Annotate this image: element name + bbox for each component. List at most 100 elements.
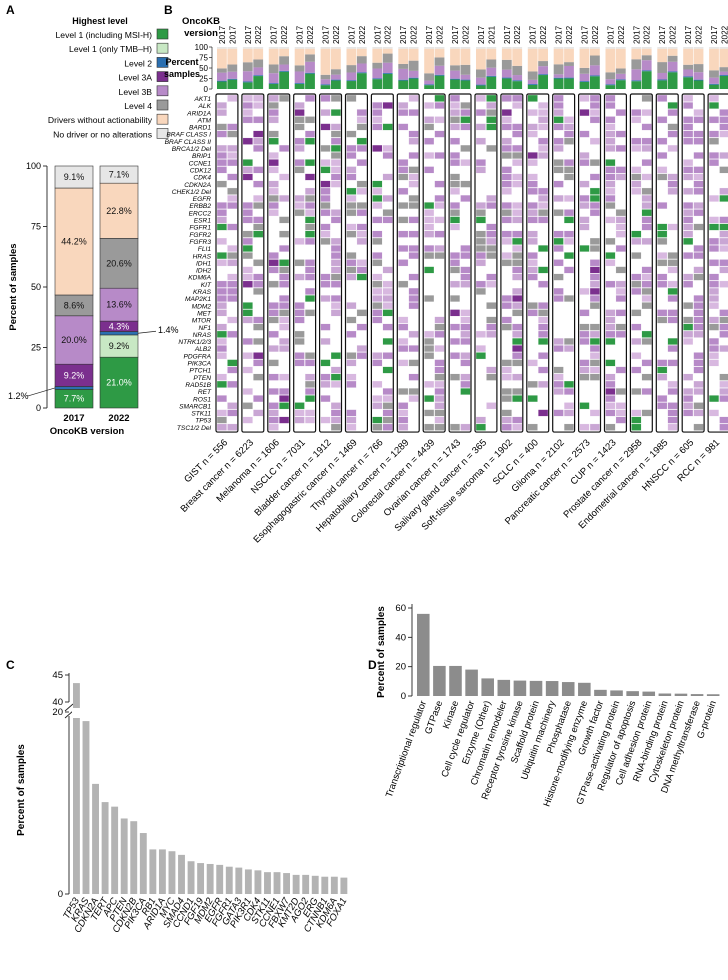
heatmap-cell [356, 259, 367, 267]
heatmap-cell [641, 323, 652, 331]
heatmap-cell [501, 387, 512, 395]
heatmap-cell [398, 366, 409, 374]
top-bar-segment [268, 48, 279, 65]
heatmap-cell [605, 223, 616, 231]
heatmap-cell [242, 380, 253, 388]
heatmap-cell [615, 395, 626, 403]
heatmap-cell [693, 194, 704, 202]
heatmap-cell [657, 173, 668, 181]
top-bar-segment [434, 65, 445, 75]
heatmap-cell [227, 409, 238, 417]
heatmap-cell [631, 230, 642, 238]
heatmap-cell [641, 387, 652, 395]
heatmap-cell [501, 266, 512, 274]
heatmap-cell [579, 366, 590, 374]
heatmap-cell [227, 237, 238, 245]
heatmap-cell [527, 102, 538, 109]
heatmap-cell [605, 94, 616, 102]
heatmap-cell [294, 123, 305, 131]
heatmap-cell [449, 352, 461, 360]
top-bar-segment [331, 48, 341, 70]
heatmap-cell [719, 316, 728, 324]
heatmap-cell [486, 416, 497, 424]
heatmap-cell [667, 209, 678, 217]
heatmap-cell [538, 273, 549, 281]
heatmap-cell [579, 116, 590, 124]
heatmap-cell [304, 309, 316, 317]
heatmap-cell [449, 216, 461, 224]
bar [340, 877, 348, 894]
bar-segment-label: 44.2% [61, 237, 87, 247]
heatmap-cell [693, 187, 704, 195]
heatmap-cell [279, 266, 290, 274]
heatmap-cell [683, 423, 694, 431]
heatmap-cell [667, 152, 678, 159]
heatmap-cell [227, 345, 238, 353]
heatmap-cell [563, 152, 575, 159]
heatmap-cell [268, 380, 279, 388]
heatmap-cell [615, 273, 626, 281]
heatmap-cell [563, 323, 575, 331]
heatmap-cell [683, 266, 694, 274]
heatmap-cell [719, 230, 728, 238]
heatmap-cell [242, 366, 253, 374]
heatmap-cell [320, 252, 331, 260]
heatmap-cell [268, 309, 279, 317]
heatmap-cell [346, 116, 357, 124]
heatmap-cell [501, 244, 512, 252]
heatmap-cell [538, 266, 549, 274]
heatmap-cell [372, 130, 383, 138]
top-bar-segment [657, 72, 668, 80]
heatmap-cell [579, 395, 590, 403]
heatmap-cell [227, 259, 238, 267]
heatmap-cell [553, 237, 564, 245]
cancer-block-frame [629, 93, 653, 433]
bar [120, 818, 128, 894]
top-bar-segment [372, 48, 383, 63]
heatmap-cell [408, 387, 419, 395]
heatmap-cell [424, 366, 435, 374]
heatmap-cell [460, 423, 471, 431]
heatmap-cell [683, 252, 694, 260]
heatmap-cell [641, 209, 652, 217]
heatmap-cell [227, 252, 238, 260]
heatmap-cell [216, 273, 227, 281]
heatmap-cell [657, 395, 668, 403]
heatmap-cell [279, 380, 290, 388]
top-bar-segment [501, 78, 512, 89]
heatmap-cell [424, 280, 435, 288]
heatmap-cell [253, 109, 264, 117]
axis-break [64, 710, 74, 719]
heatmap-cell [538, 345, 549, 353]
heatmap-cell [382, 102, 393, 109]
heatmap-cell [372, 359, 383, 367]
heatmap-cell [294, 209, 305, 217]
heatmap-cell [424, 159, 435, 167]
heatmap-cell [460, 380, 471, 388]
heatmap-cell [434, 144, 445, 152]
bar-segment-label: 13.6% [106, 300, 132, 310]
heatmap-cell [346, 259, 357, 267]
top-bar-segment [657, 47, 668, 49]
heatmap-cell [641, 130, 652, 138]
heatmap-cell [346, 216, 357, 224]
heatmap-cell [641, 223, 652, 231]
heatmap-cell [330, 345, 341, 353]
heatmap-cell [538, 316, 549, 324]
top-bar-segment [424, 73, 434, 81]
heatmap-cell [216, 395, 227, 403]
heatmap-cell [683, 209, 694, 217]
heatmap-cell [356, 409, 367, 417]
bar-segment-label: 4.3% [109, 321, 130, 331]
heatmap-cell [693, 116, 704, 124]
heatmap-cell [216, 152, 227, 159]
heatmap-cell [382, 366, 393, 374]
heatmap-cell [424, 216, 435, 224]
cancer-block-frame [448, 93, 472, 433]
heatmap-cell [683, 244, 694, 252]
heatmap-cell [486, 380, 497, 388]
heatmap-cell [538, 223, 549, 231]
heatmap-cell [382, 273, 393, 281]
bar [321, 876, 329, 894]
heatmap-cell [631, 337, 642, 345]
